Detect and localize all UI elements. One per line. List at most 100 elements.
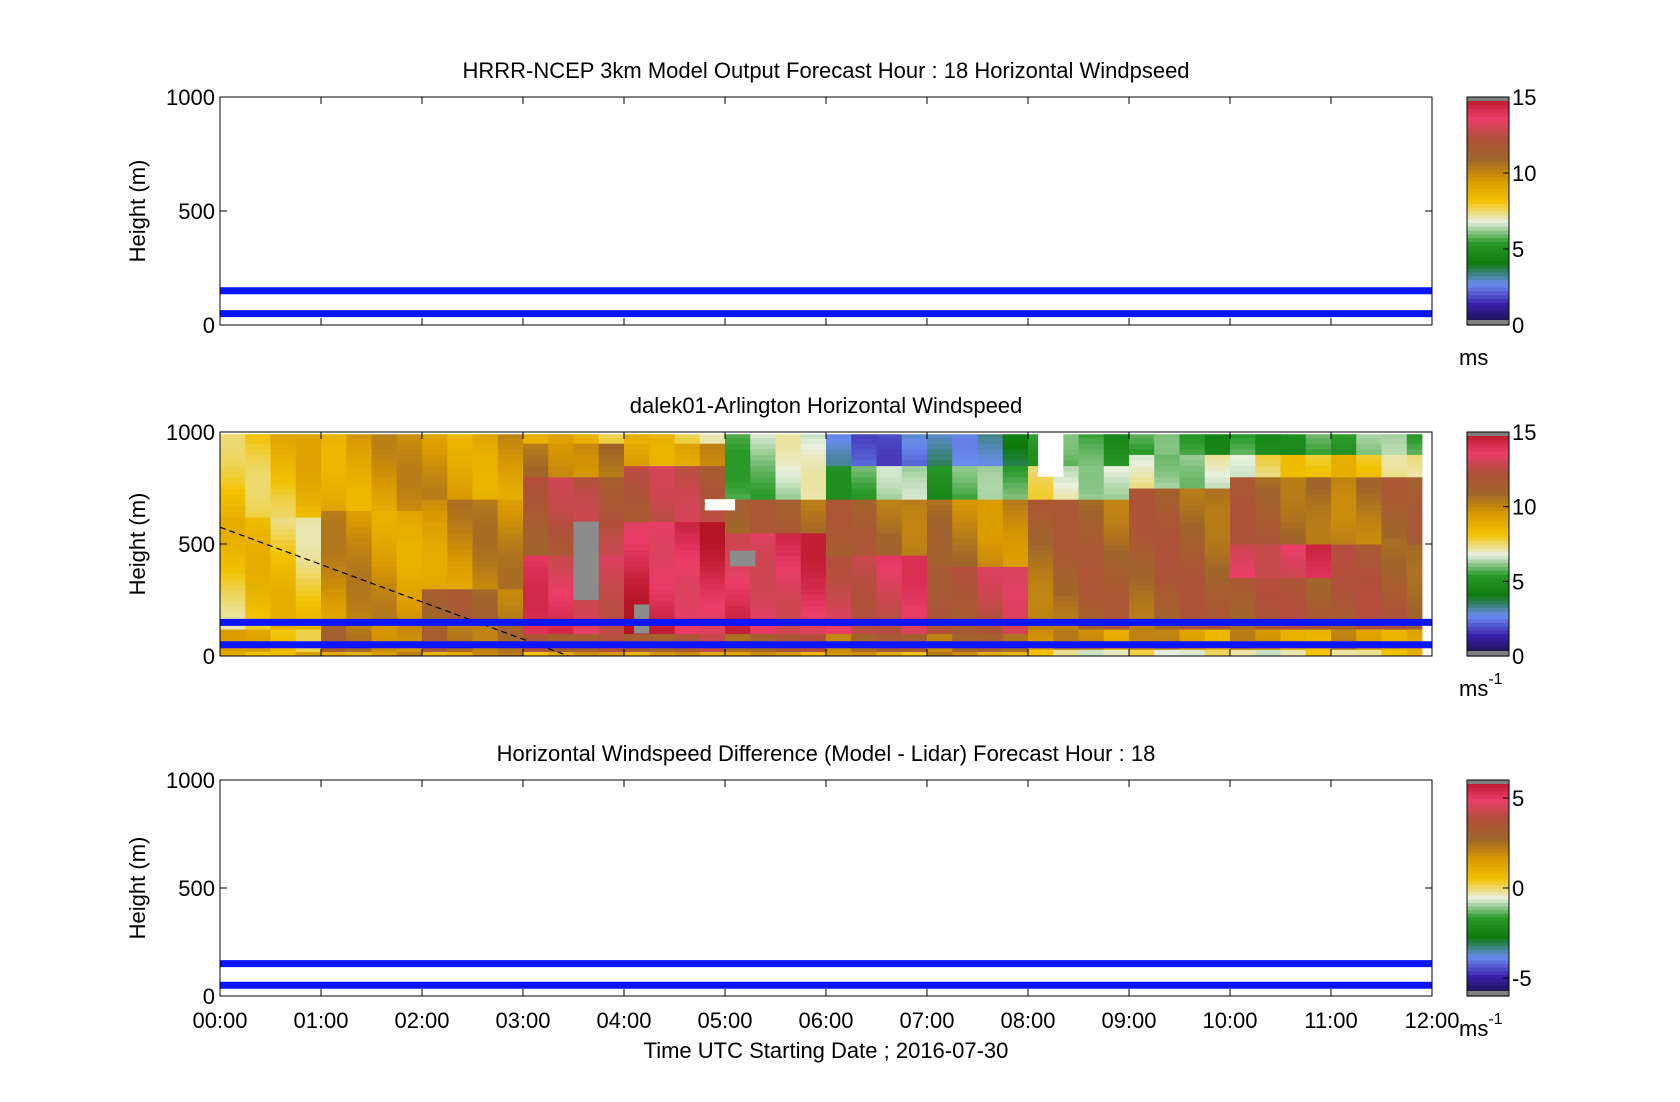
heatmap-cell (371, 476, 398, 483)
colorbar-segment (1467, 188, 1509, 193)
heatmap-cell (472, 437, 499, 444)
heatmap-cell (1255, 623, 1281, 630)
heatmap-cell (624, 538, 650, 545)
heatmap-cell (775, 560, 802, 567)
heatmap-cell (1255, 532, 1281, 539)
heatmap-cell (876, 482, 903, 489)
heatmap-cell (548, 499, 574, 506)
heatmap-cell (826, 572, 852, 579)
heatmap-cell (1129, 471, 1155, 478)
x-tick-label: 09:00 (1101, 1008, 1156, 1033)
heatmap-cell (876, 577, 903, 584)
heatmap-cell (1406, 493, 1423, 500)
heatmap-cell (750, 538, 776, 545)
heatmap-cell (1331, 538, 1357, 545)
heatmap-cell (1154, 465, 1180, 472)
colorbar-segment (1467, 614, 1509, 620)
heatmap-cell (523, 594, 549, 601)
heatmap-cell (775, 651, 802, 657)
heatmap-cell (1129, 499, 1155, 506)
heatmap-cell (624, 583, 650, 590)
heatmap-cell (800, 600, 827, 607)
heatmap-cell (1154, 533, 1180, 540)
heatmap-cell (220, 573, 246, 580)
heatmap-cell (523, 577, 549, 584)
heatmap-cell (977, 611, 1004, 618)
heatmap-cell (1356, 471, 1382, 478)
colorbar-segment (1467, 465, 1509, 470)
heatmap-cell (674, 482, 701, 489)
heatmap-cell (270, 573, 297, 580)
heatmap-cell (1179, 476, 1206, 483)
heatmap-cell (371, 566, 398, 573)
heatmap-cell (674, 499, 701, 506)
heatmap-cell (952, 488, 978, 495)
heatmap-cell (775, 532, 802, 539)
heatmap-cell (1204, 550, 1231, 557)
heatmap-cell (321, 521, 347, 528)
heatmap-cell (1331, 448, 1357, 455)
heatmap-cell (371, 538, 398, 545)
heatmap-cell (927, 605, 953, 612)
heatmap-cell (447, 482, 473, 489)
heatmap-cell (1053, 589, 1079, 596)
heatmap-cell (851, 499, 877, 506)
heatmap-cell (523, 516, 549, 523)
heatmap-cell (1305, 600, 1332, 607)
heatmap-cell (1129, 550, 1155, 557)
heatmap-cell (523, 611, 549, 618)
heatmap-cell (396, 600, 423, 607)
heatmap-cell (1002, 600, 1029, 607)
heatmap-cell (775, 488, 802, 495)
colorbar-segment (1467, 473, 1509, 478)
heatmap-cell (1204, 471, 1231, 478)
y-tick-label: 0 (203, 313, 215, 338)
heatmap-cell (649, 560, 675, 567)
heatmap-cell (1230, 527, 1256, 534)
heatmap-cell (1406, 578, 1423, 585)
heatmap-cell (1028, 634, 1054, 640)
heatmap-cell (1002, 476, 1029, 483)
colorbar-label: ms-1 (1459, 1011, 1503, 1041)
heatmap-cell (1002, 555, 1029, 562)
heatmap-cell (245, 466, 271, 473)
heatmap-cell (1305, 454, 1332, 461)
heatmap-cell (649, 460, 675, 467)
heatmap-cell (447, 532, 473, 539)
heatmap-cell (548, 572, 574, 579)
heatmap-cell (725, 651, 751, 657)
heatmap-cell (1028, 516, 1054, 523)
heatmap-cell (1103, 612, 1130, 619)
heatmap-cell (927, 437, 953, 444)
heatmap-cell (1381, 538, 1408, 545)
heatmap-cell (952, 471, 978, 478)
heatmap-cell (901, 488, 928, 495)
heatmap-cell (800, 577, 827, 584)
colorbar-segment (1467, 499, 1509, 504)
heatmap-cell (346, 499, 372, 506)
colorbar-segment (1467, 264, 1509, 269)
heatmap-cell (321, 600, 347, 607)
heatmap-cell (523, 588, 549, 595)
heatmap-cell (725, 471, 751, 478)
heatmap-cell (1381, 437, 1408, 444)
heatmap-cell (901, 499, 928, 506)
heatmap-cell (1406, 465, 1423, 472)
heatmap-cell (245, 483, 271, 490)
heatmap-cell (927, 532, 953, 539)
heatmap-cell (396, 549, 423, 556)
heatmap-cell (876, 454, 903, 461)
heatmap-cell (497, 488, 524, 495)
heatmap-cell (1356, 499, 1382, 506)
heatmap-cells (220, 432, 1423, 657)
heatmap-cell (548, 577, 574, 584)
heatmap-cell (396, 555, 423, 562)
heatmap-cell (1305, 594, 1332, 601)
heatmap-cell (346, 476, 372, 483)
heatmap-cell (977, 504, 1004, 511)
heatmap-cell (245, 550, 271, 557)
heatmap-cell (1280, 577, 1307, 584)
heatmap-cell (1129, 465, 1155, 472)
heatmap-cell (321, 572, 347, 579)
heatmap-cell (1305, 532, 1332, 539)
